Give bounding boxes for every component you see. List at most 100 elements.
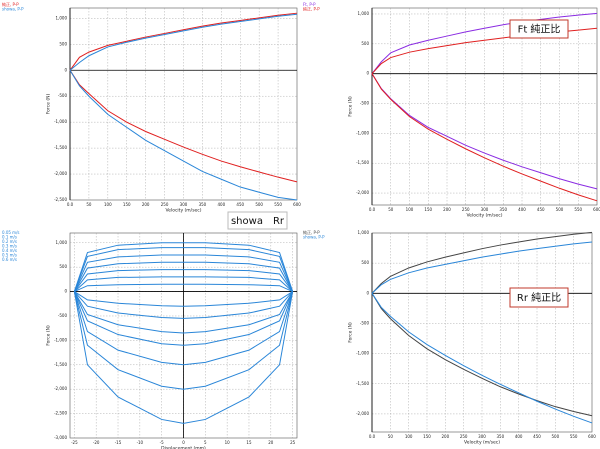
legend-entry: 0.6 m/s: [2, 257, 17, 262]
y-tick-label: -500: [58, 93, 68, 98]
y-tick-label: 500: [361, 260, 369, 265]
series-line: [74, 283, 293, 293]
legend-entry: showa, P-P: [2, 7, 24, 12]
y-tick-label: -1,000: [54, 337, 67, 342]
x-tick-label: 450: [533, 434, 541, 439]
y-tick-label: -2,000: [356, 411, 369, 416]
x-tick-label: 50: [86, 202, 92, 207]
x-tick-label: 300: [481, 207, 489, 212]
x-tick-label: 25: [290, 440, 296, 445]
series-line: [73, 254, 294, 292]
legend-entry: Ft, P-P: [303, 2, 316, 7]
x-tick-label: -25: [71, 440, 78, 445]
x-tick-label: 10: [225, 440, 231, 445]
x-tick-label: 600: [293, 202, 301, 207]
x-tick-label: 250: [161, 202, 169, 207]
x-tick-label: -15: [115, 440, 122, 445]
x-tick-label: 100: [104, 202, 112, 207]
x-tick-label: 50: [388, 207, 394, 212]
y-axis-label: Force (N): [46, 325, 52, 346]
y-tick-label: -500: [360, 101, 370, 106]
series-line: [74, 276, 293, 292]
y-tick-label: -1,500: [356, 381, 369, 386]
y-tick-label: 0: [64, 67, 67, 72]
legend-entry: 0.1 m/s: [2, 235, 17, 240]
x-tick-label: 150: [423, 434, 431, 439]
series-line: [69, 70, 298, 201]
x-tick-label: 200: [142, 202, 150, 207]
x-tick-label: 400: [518, 207, 526, 212]
x-tick-label: 100: [405, 434, 413, 439]
y-axis-label: Force (N): [46, 94, 52, 115]
x-tick-label: 400: [218, 202, 226, 207]
annotation-box: [509, 19, 569, 39]
annotation-box: [227, 211, 288, 230]
x-tick-label: 300: [478, 434, 486, 439]
y-tick-label: 1,000: [56, 15, 68, 20]
series-line: [73, 291, 294, 319]
x-axis-label: Velocity (m/sec): [466, 213, 502, 219]
x-tick-label: 400: [515, 434, 523, 439]
y-tick-label: -1,000: [356, 130, 369, 135]
x-tick-label: 0.0: [369, 207, 376, 212]
series-line: [73, 291, 294, 334]
annotation: Rr 純正比: [517, 291, 561, 304]
y-tick-label: -2,500: [54, 411, 67, 416]
y-tick-label: -1,500: [54, 362, 67, 367]
x-tick-label: 600: [588, 434, 596, 439]
series-line: [371, 241, 593, 294]
x-tick-label: 550: [274, 202, 282, 207]
x-tick-label: 600: [593, 207, 600, 212]
legend-entry: 0.4 m/s: [2, 248, 17, 253]
x-tick-label: 550: [570, 434, 578, 439]
x-tick-label: 450: [236, 202, 244, 207]
x-tick-label: 500: [552, 434, 560, 439]
legend-entry: 純正, P-P: [2, 1, 19, 7]
y-tick-label: -1,000: [54, 119, 67, 124]
x-tick-label: 350: [199, 202, 207, 207]
series-line: [371, 293, 593, 424]
x-tick-label: 0.0: [369, 434, 376, 439]
y-tick-label: 0: [64, 289, 67, 294]
series-line: [73, 291, 294, 346]
series-line: [69, 69, 298, 183]
x-axis-label: Displacement (mm): [161, 446, 206, 449]
x-tick-label: 0: [182, 440, 185, 445]
series-line: [73, 291, 294, 390]
series-line: [73, 291, 294, 424]
y-tick-label: -2,000: [54, 171, 67, 176]
series-line: [73, 269, 294, 292]
x-tick-label: 350: [499, 207, 507, 212]
legend-entry: 0.05 m/s: [2, 230, 20, 235]
series-line: [371, 73, 598, 202]
x-tick-label: 450: [537, 207, 545, 212]
y-tick-label: -1,500: [356, 160, 369, 165]
x-tick-label: 200: [442, 434, 450, 439]
y-tick-label: 0: [366, 290, 369, 295]
y-tick-label: -2,000: [356, 190, 369, 195]
legend-entry: 純正, P-P: [303, 229, 320, 235]
x-tick-label: 20: [268, 440, 274, 445]
y-tick-label: -2,500: [54, 197, 67, 202]
x-tick-label: 0.0: [67, 202, 74, 207]
x-tick-label: 200: [443, 207, 451, 212]
series-line: [69, 13, 298, 71]
x-tick-label: 150: [123, 202, 131, 207]
series-line: [371, 12, 598, 74]
series-line: [73, 242, 294, 292]
y-tick-label: 500: [361, 41, 369, 46]
x-tick-label: 100: [406, 207, 414, 212]
x-tick-label: -5: [160, 440, 164, 445]
series-line: [371, 231, 593, 294]
y-tick-label: -1,000: [356, 351, 369, 356]
y-tick-label: -1,500: [54, 145, 67, 150]
annotation: Ft 純正比: [518, 23, 561, 36]
x-tick-label: 15: [246, 440, 252, 445]
legend-entry: showa, P-P: [303, 235, 325, 240]
plot-frame: [371, 7, 598, 206]
x-tick-label: 50: [388, 434, 394, 439]
y-tick-label: 500: [59, 264, 67, 269]
y-tick-label: 1,000: [358, 11, 370, 16]
legend-entry: 0.2 m/s: [2, 239, 17, 244]
